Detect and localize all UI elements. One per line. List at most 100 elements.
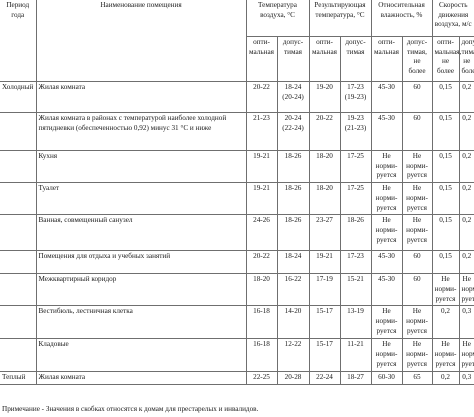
cell-speed-allowable: 0,2 — [458, 112, 474, 151]
cell-humidity-allowable: Не норми-руется — [401, 182, 433, 216]
table-footnote: Примечание - Значения в скобках относятс… — [2, 405, 259, 413]
cell-rtemp-allowable: 18-27 — [339, 371, 372, 386]
cell-period — [0, 182, 37, 216]
cell-rtemp-allowable: 18-26 — [339, 214, 372, 252]
cell-rtemp-allowable: 19-23 (21-23) — [339, 112, 372, 151]
cell-temp-allowable: 18-26 — [276, 214, 310, 252]
cell-room: Жилая комната — [35, 81, 247, 113]
cell-humidity-optimal: Не норми-руется — [370, 214, 403, 252]
table-row: Жилая комната в районах с температурой н… — [0, 112, 474, 151]
cell-rtemp-optimal: 19-20 — [308, 81, 341, 113]
header-temperature: Температура воздуха, °С — [245, 0, 310, 37]
header-air-speed: Скорость движения воздуха, м/с — [431, 0, 474, 37]
cell-temp-optimal: 18-20 — [245, 273, 278, 307]
cell-humidity-optimal: 45-30 — [370, 81, 403, 113]
cell-rtemp-allowable: 17-23 — [339, 250, 372, 275]
cell-rtemp-optimal: 15-17 — [308, 305, 341, 340]
cell-period: Теплый — [0, 371, 37, 386]
header-result-temperature: Результирующая температура, °С — [308, 0, 372, 37]
cell-speed-allowable: 0,2 — [458, 182, 474, 216]
cell-room: Вестибюль, лестничная клетка — [35, 305, 247, 340]
cell-rtemp-allowable: 11-21 — [339, 338, 372, 373]
cell-room: Жилая комната в районах с температурой н… — [35, 112, 247, 151]
cell-temp-allowable: 16-22 — [276, 273, 310, 307]
cell-humidity-optimal: 60-30 — [370, 371, 403, 386]
cell-period — [0, 305, 37, 340]
cell-rtemp-allowable: 13-19 — [339, 305, 372, 340]
cell-speed-allowable: 0,2 — [458, 149, 474, 184]
subheader-temp-allowable: допус-тимая — [276, 36, 310, 82]
table-row: Кладовые 16-18 12-22 15-17 11-21 Не норм… — [0, 338, 474, 373]
cell-speed-optimal: Не норми-руется — [431, 338, 460, 373]
table-row: Помещения для отдыха и учебных занятий 2… — [0, 250, 474, 275]
cell-temp-optimal: 20-22 — [245, 250, 278, 275]
cell-rtemp-optimal: 20-22 — [308, 112, 341, 151]
cell-temp-optimal: 16-18 — [245, 305, 278, 340]
cell-humidity-allowable: 60 — [401, 273, 433, 307]
cell-temp-allowable: 18-24 — [276, 250, 310, 275]
cell-humidity-optimal: Не норми-руется — [370, 182, 403, 216]
cell-temp-allowable: 20-24 (22-24) — [276, 112, 310, 151]
cell-temp-allowable: 18-26 — [276, 182, 310, 216]
cell-speed-allowable: 0,3 — [458, 371, 474, 386]
cell-temp-optimal: 22-25 — [245, 371, 278, 386]
cell-temp-optimal: 20-22 — [245, 81, 278, 113]
cell-humidity-optimal: 45-30 — [370, 112, 403, 151]
cell-rtemp-optimal: 15-17 — [308, 338, 341, 373]
cell-speed-optimal: Не норми-руется — [431, 273, 460, 307]
subheader-temp-optimal: опти-мальная — [246, 36, 278, 82]
cell-rtemp-optimal: 17-19 — [308, 273, 341, 307]
cell-temp-optimal: 21-23 — [245, 112, 278, 151]
subheader-rtemp-allowable: допус-тимая — [339, 36, 372, 82]
cell-temp-allowable: 12-22 — [276, 338, 310, 373]
cell-humidity-allowable: Не норми-руется — [401, 338, 433, 373]
cell-rtemp-optimal: 18-20 — [308, 182, 341, 216]
cell-period: Холодный — [0, 81, 37, 113]
cell-rtemp-allowable: 17-23 (19-23) — [339, 81, 372, 113]
subheader-speed-allowable: допус-тимая, не более — [458, 36, 474, 82]
cell-room: Помещения для отдыха и учебных занятий — [35, 250, 247, 275]
cell-rtemp-allowable: 17-25 — [339, 149, 372, 184]
cell-humidity-optimal: Не норми-руется — [370, 149, 403, 184]
table-row: Ванная, совмещенный санузел 24-26 18-26 … — [0, 214, 474, 252]
cell-temp-optimal: 16-18 — [245, 338, 278, 373]
cell-rtemp-optimal: 19-21 — [308, 250, 341, 275]
cell-speed-optimal: 0,15 — [431, 250, 460, 275]
header-humidity: Относительная влажность, % — [370, 0, 433, 37]
cell-temp-allowable: 18-24 (20-24) — [276, 81, 310, 113]
cell-humidity-allowable: Не норми-руется — [401, 305, 433, 340]
cell-humidity-optimal: 45-30 — [370, 273, 403, 307]
subheader-humidity-allowable: допус-тимая, не более — [401, 36, 433, 82]
table-row: Кухня 19-21 18-26 18-20 17-25 Не норми-р… — [0, 149, 474, 184]
cell-humidity-allowable: Не норми-руется — [401, 149, 433, 184]
cell-period — [0, 214, 37, 252]
cell-speed-optimal: 0,15 — [431, 112, 460, 151]
cell-humidity-allowable: 65 — [401, 371, 433, 386]
cell-temp-allowable: 18-26 — [276, 149, 310, 184]
table-row: Межквартирный коридор 18-20 16-22 17-19 … — [0, 273, 474, 307]
table-row: Теплый Жилая комната 22-25 20-28 22-24 1… — [0, 371, 474, 386]
cell-speed-optimal: 0,2 — [431, 371, 460, 386]
cell-period — [0, 338, 37, 373]
cell-room: Жилая комната — [35, 371, 247, 386]
cell-temp-allowable: 14-20 — [276, 305, 310, 340]
cell-speed-allowable: Не норми-руется — [458, 273, 474, 307]
subheader-speed-optimal: опти-мальная, не более — [431, 36, 461, 82]
cell-temp-optimal: 24-26 — [245, 214, 278, 252]
cell-rtemp-optimal: 18-20 — [308, 149, 341, 184]
cell-humidity-optimal: 45-30 — [370, 250, 403, 275]
cell-humidity-allowable: 60 — [401, 81, 433, 113]
cell-temp-optimal: 19-21 — [245, 149, 278, 184]
cell-speed-allowable: Не норми-руется — [458, 338, 474, 373]
table-row: Холодный Жилая комната 20-22 18-24 (20-2… — [0, 81, 474, 113]
cell-period — [0, 149, 37, 184]
cell-room: Туалет — [35, 182, 247, 216]
cell-temp-optimal: 19-21 — [245, 182, 278, 216]
cell-room: Ванная, совмещенный санузел — [35, 214, 247, 252]
cell-speed-optimal: 0,15 — [431, 81, 460, 113]
cell-room: Кухня — [35, 149, 247, 184]
cell-speed-allowable: 0,3 — [458, 305, 474, 340]
cell-humidity-allowable: 60 — [401, 250, 433, 275]
cell-rtemp-allowable: 17-25 — [339, 182, 372, 216]
norms-table: Период года Наименование помещения Темпе… — [0, 0, 474, 386]
